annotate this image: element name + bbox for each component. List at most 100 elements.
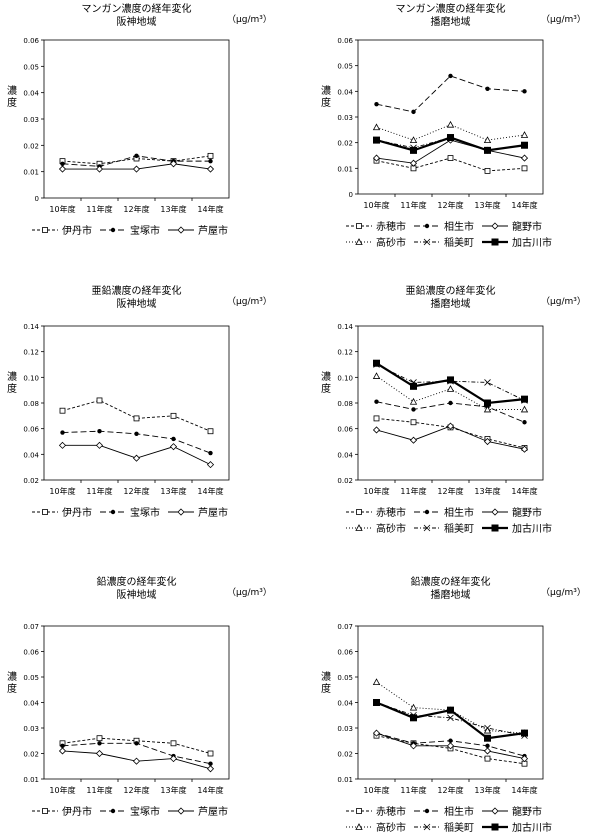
legend-item: 龍野市 bbox=[482, 805, 542, 818]
data-point bbox=[372, 678, 381, 685]
legend-label: 加古川市 bbox=[512, 522, 552, 535]
legend-marker bbox=[424, 808, 430, 814]
legend-item: 伊丹市 bbox=[32, 805, 92, 818]
series-芦屋市 bbox=[58, 747, 215, 773]
data-point bbox=[448, 738, 453, 743]
series-line bbox=[376, 417, 525, 449]
data-point bbox=[410, 419, 417, 426]
data-point bbox=[60, 430, 65, 435]
legend-label: 赤穂市 bbox=[376, 220, 406, 233]
legend-marker bbox=[355, 238, 363, 245]
series-相生市 bbox=[374, 73, 527, 115]
legend-label: 加古川市 bbox=[512, 236, 552, 249]
legend-label: 宝塚市 bbox=[130, 506, 160, 519]
series-伊丹市 bbox=[59, 397, 214, 435]
legend-item: 稲美町 bbox=[414, 821, 474, 834]
legend-item: 加古川市 bbox=[482, 522, 552, 535]
chart-subtitle: 播磨地域 bbox=[430, 590, 471, 601]
legend-marker bbox=[42, 808, 48, 814]
y-tick-label: 0.03 bbox=[337, 114, 353, 122]
data-point bbox=[208, 761, 213, 766]
data-point bbox=[372, 372, 381, 379]
legend-marker bbox=[110, 509, 116, 515]
y-axis-label: 濃度 bbox=[7, 672, 17, 695]
data-point bbox=[446, 120, 455, 128]
y-tick-label: 0.05 bbox=[337, 63, 353, 71]
data-point bbox=[372, 426, 381, 434]
line-chart: 0.02 0.04 0.06 0.08 0.10 0.12 0.14 10年度 11年度 12年度… bbox=[23, 323, 230, 519]
legend-marker bbox=[42, 509, 48, 515]
x-tick-label: 13年度 bbox=[474, 785, 500, 795]
x-tick-label: 14年度 bbox=[511, 486, 537, 496]
y-tick-label: 0.04 bbox=[23, 451, 39, 459]
x-tick-label: 11年度 bbox=[86, 785, 112, 795]
y-tick-label: 0.03 bbox=[23, 725, 39, 733]
legend-marker bbox=[491, 823, 499, 831]
legend-marker bbox=[491, 222, 499, 230]
legend-item: 宝塚市 bbox=[100, 805, 160, 818]
data-point bbox=[134, 741, 139, 746]
legend-label: 相生市 bbox=[444, 506, 474, 519]
data-point bbox=[170, 740, 177, 747]
data-point bbox=[95, 165, 104, 173]
legend-label: 伊丹市 bbox=[62, 805, 92, 818]
y-tick-label: 0.12 bbox=[23, 349, 39, 357]
chart-title: マンガン濃度の経年変化 bbox=[395, 4, 506, 15]
legend-item: 芦屋市 bbox=[168, 506, 228, 519]
data-point bbox=[169, 443, 178, 451]
x-tick-label: 11年度 bbox=[86, 486, 112, 496]
data-point bbox=[373, 699, 380, 706]
data-point bbox=[207, 152, 214, 159]
chart-panel-zinc-hanshin: 亜鉛濃度の経年変化 阪神地域 （μg/m³） 濃度 0.02 0.04 0.06 0.08 0.… bbox=[0, 280, 297, 559]
data-point bbox=[446, 422, 455, 430]
data-point bbox=[520, 154, 529, 162]
legend-marker bbox=[491, 524, 499, 532]
data-point bbox=[520, 405, 529, 413]
unit-label: （μg/m³） bbox=[227, 588, 272, 598]
plot-area bbox=[43, 39, 230, 199]
legend-marker bbox=[423, 524, 431, 532]
data-point bbox=[411, 407, 416, 412]
legend-marker bbox=[42, 227, 48, 233]
legend-item: 相生市 bbox=[414, 805, 474, 818]
y-tick-label: 0.03 bbox=[23, 116, 39, 124]
x-tick-label: 11年度 bbox=[400, 200, 426, 210]
data-point bbox=[447, 134, 454, 142]
data-point bbox=[484, 399, 491, 407]
series-赤穂市 bbox=[373, 732, 528, 767]
x-tick-label: 10年度 bbox=[363, 200, 389, 210]
unit-label: （μg/m³） bbox=[227, 297, 272, 307]
data-point bbox=[96, 397, 103, 404]
data-point bbox=[409, 436, 418, 444]
x-tick-label: 14年度 bbox=[511, 785, 537, 795]
legend-item: 赤穂市 bbox=[346, 805, 406, 818]
legend-item: 稲美町 bbox=[414, 522, 474, 535]
legend-item: 宝塚市 bbox=[100, 506, 160, 519]
x-tick-label: 11年度 bbox=[400, 486, 426, 496]
x-tick-label: 13年度 bbox=[474, 486, 500, 496]
y-axis-label: 濃度 bbox=[321, 86, 331, 109]
data-point bbox=[409, 742, 418, 750]
data-point bbox=[410, 146, 417, 154]
chart-subtitle: 阪神地域 bbox=[116, 17, 157, 28]
data-point bbox=[521, 395, 528, 403]
data-point bbox=[520, 755, 529, 763]
series-宝塚市 bbox=[60, 429, 213, 456]
legend-marker bbox=[177, 508, 185, 516]
plot-area bbox=[357, 39, 544, 195]
data-point bbox=[410, 714, 417, 722]
data-point bbox=[208, 450, 213, 456]
data-point bbox=[60, 161, 65, 166]
legend-marker bbox=[424, 509, 430, 515]
series-line bbox=[376, 702, 525, 737]
data-point bbox=[521, 729, 528, 737]
y-axis-label: 濃度 bbox=[7, 86, 17, 109]
data-point bbox=[522, 89, 527, 94]
data-point bbox=[410, 382, 417, 390]
legend-marker bbox=[177, 226, 185, 234]
chart-title: 亜鉛濃度の経年変化 bbox=[405, 286, 496, 297]
chart-subtitle: 阪神地域 bbox=[116, 299, 157, 310]
data-point bbox=[207, 428, 214, 435]
legend-label: 伊丹市 bbox=[62, 506, 92, 519]
x-tick-label: 10年度 bbox=[363, 486, 389, 496]
